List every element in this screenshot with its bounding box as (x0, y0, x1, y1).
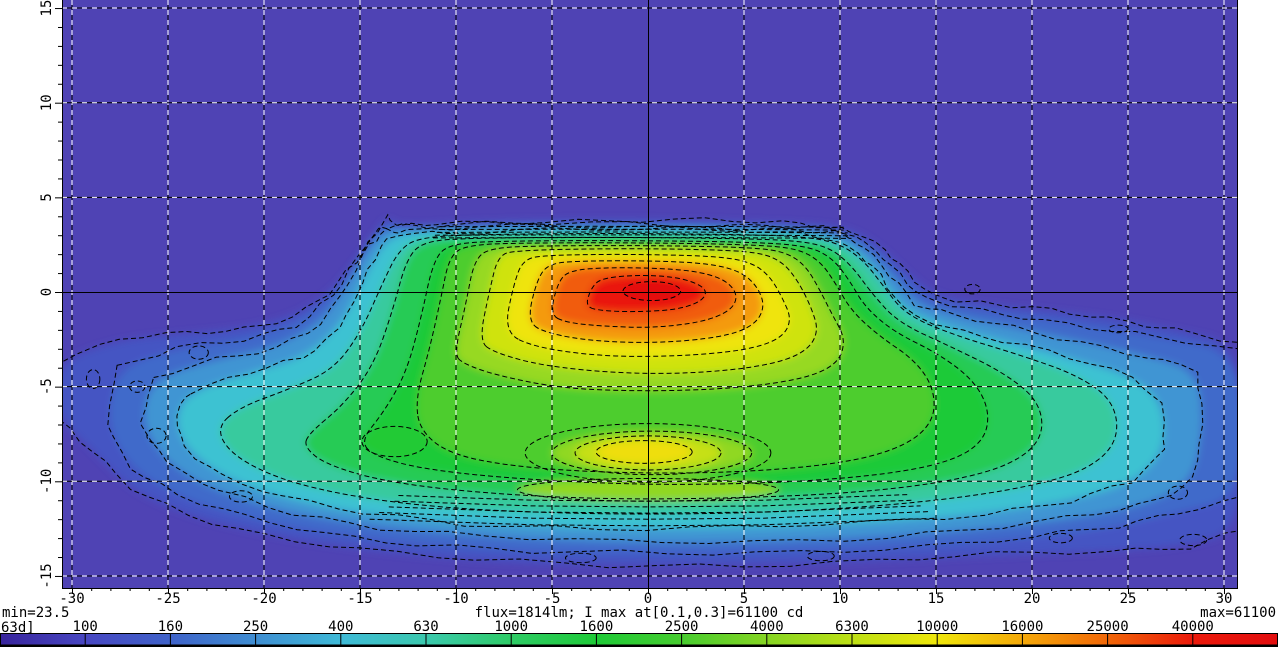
contour-line (85, 369, 101, 390)
contour-line (394, 499, 914, 508)
x-axis-tick-label: -5 (544, 591, 561, 607)
status-max: max=61100 (1200, 605, 1276, 621)
status-min: min=23.5 (2, 605, 70, 621)
x-axis-tick-label: 30 (1216, 591, 1233, 607)
x-axis-tick-label: -20 (251, 591, 276, 607)
contour-fill-4000 (361, 426, 428, 457)
colorbar-level-label: 1000 (494, 619, 528, 635)
colorbar-level-label: 10000 (916, 619, 958, 635)
contour-fill-61100 (623, 281, 681, 301)
x-axis-tick-label: -25 (155, 591, 180, 607)
y-axis-tick-label: -15 (39, 563, 55, 588)
contour-line (369, 517, 937, 527)
contour-line-100 (62, 213, 1237, 569)
contour-line-4000 (456, 245, 844, 392)
colorbar-bar (0, 633, 1278, 646)
plot-border (62, 0, 1238, 589)
contour-line (434, 234, 850, 237)
contour-line-61100 (622, 281, 682, 302)
y-axis-tick-label: 15 (39, 0, 55, 16)
contour-line (438, 228, 846, 231)
contour-line (228, 490, 253, 503)
y-axis-tick-label: 5 (39, 193, 55, 201)
contour-fill-10000 (596, 440, 693, 464)
contour-line-250 (139, 223, 1204, 545)
contour-line (146, 427, 167, 444)
colorbar-level-label: 2500 (665, 619, 699, 635)
colorbar-corner-label: 63d] (1, 620, 35, 636)
contour-line-2500 (416, 242, 935, 474)
contour-line (436, 231, 848, 234)
tick-marks (55, 8, 1225, 594)
x-axis-tick-label: 15 (928, 591, 945, 607)
colorbar-level-label: 250 (243, 619, 268, 635)
y-axis-tick-label: 0 (39, 288, 55, 296)
contour-line (440, 225, 844, 228)
contour-line (188, 345, 209, 360)
contour-line-400 (176, 225, 1166, 532)
colorbar-level-label: 40000 (1172, 619, 1214, 635)
contour-line-1600 (364, 240, 989, 485)
colorbar-level-label: 100 (73, 619, 98, 635)
x-axis-tick-label: 10 (832, 591, 849, 607)
colorbar: 100 160 250 400 630 1000 1600 2500 4000 6300 10000… (0, 619, 1278, 647)
colorbar-level-label: 6300 (835, 619, 869, 635)
grid-layer (62, 0, 1237, 588)
contour-line-25000 (552, 267, 737, 328)
y-axis-tick-label: -5 (39, 378, 55, 395)
x-axis-tick-label: 20 (1024, 591, 1041, 607)
axis-labels: -30 -25 -20 -15 -10 -5 0 5 10 15 20 25 30 -15 -10 -5 0 5 1… (39, 0, 1232, 607)
x-axis-tick-label: 0 (644, 591, 652, 607)
x-axis-tick-label: -30 (59, 591, 84, 607)
colorbar-level-label: 25000 (1087, 619, 1129, 635)
x-axis-tick-label: -15 (347, 591, 372, 607)
contour-line-40000 (586, 275, 706, 313)
x-axis-tick-label: 5 (740, 591, 748, 607)
contour-line (564, 552, 597, 564)
contour-line-16000 (529, 260, 764, 343)
y-axis-tick-label: -10 (39, 469, 55, 494)
contour-line-10000 (595, 440, 693, 464)
y-axis-tick-label: 10 (39, 94, 55, 111)
colorbar-level-label: 160 (158, 619, 183, 635)
colorbar-bottom-strip (0, 645, 1278, 647)
contour-line (1167, 485, 1189, 500)
colorbar-level-label: 400 (328, 619, 353, 635)
contour-line (964, 283, 981, 295)
beam-layer (62, 213, 1237, 569)
contour-line (1179, 533, 1208, 547)
contour-line (806, 550, 835, 562)
colorbar-level-label: 16000 (1001, 619, 1043, 635)
contour-line-4000 (361, 425, 428, 458)
colorbar-level-label: 1600 (580, 619, 614, 635)
contour-line (1048, 532, 1073, 544)
colorbar-level-label: 630 (413, 619, 438, 635)
status-flux: flux=1814lm; I max at[0.1,0.3]=61100 cd (474, 605, 804, 621)
contour-line-6300 (481, 248, 817, 374)
x-axis-tick-label: -10 (443, 591, 468, 607)
contour-line-160 (107, 220, 1237, 556)
contour-line-1000 (305, 236, 1043, 500)
x-axis-tick-label: 25 (1120, 591, 1137, 607)
contour-line (432, 236, 852, 239)
colorbar-level-label: 4000 (750, 619, 784, 635)
